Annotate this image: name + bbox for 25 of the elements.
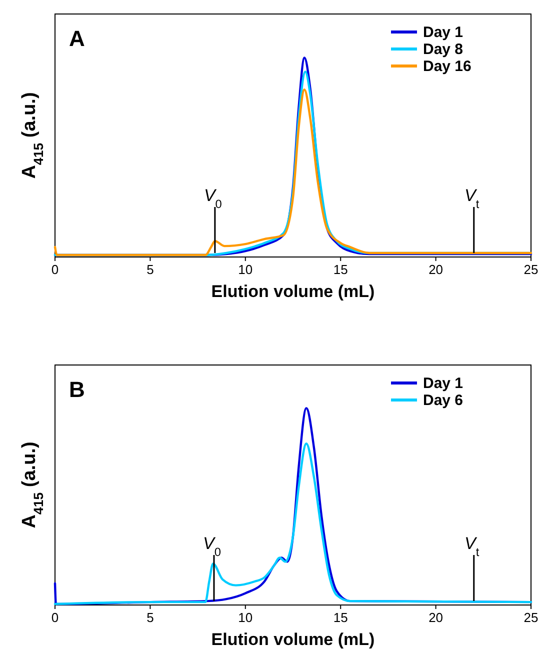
ref-line-label: V$_{0}$ xyxy=(204,186,222,211)
ref-line-label: V$_{t}$ xyxy=(464,186,480,211)
legend-label: Day 1 xyxy=(423,375,464,392)
x-tick-label: 25 xyxy=(524,262,538,277)
x-axis-title: Elution volume (mL) xyxy=(211,630,375,649)
x-tick-label: 10 xyxy=(238,262,253,277)
chart-title: B xyxy=(69,377,85,402)
x-tick-label: 20 xyxy=(428,610,444,625)
x-tick-label: 5 xyxy=(146,262,154,277)
legend-label: Day 1 xyxy=(423,24,464,41)
x-tick-label: 20 xyxy=(428,262,444,277)
x-axis-title: Elution volume (mL) xyxy=(211,282,375,301)
ref-line-label: V$_{t}$ xyxy=(464,534,480,559)
ref-line-label: V$_{0}$ xyxy=(203,534,222,559)
legend-label: Day 8 xyxy=(423,41,464,58)
x-tick-label: 15 xyxy=(333,610,348,625)
legend-label: Day 6 xyxy=(423,392,464,409)
x-tick-label: 5 xyxy=(146,610,154,625)
x-tick-label: 10 xyxy=(238,610,253,625)
x-tick-label: 25 xyxy=(524,610,538,625)
x-tick-label: 0 xyxy=(51,610,59,625)
legend-label: Day 16 xyxy=(423,58,472,75)
x-tick-label: 15 xyxy=(333,262,348,277)
chart-title: A xyxy=(69,26,85,51)
x-tick-label: 0 xyxy=(51,262,59,277)
